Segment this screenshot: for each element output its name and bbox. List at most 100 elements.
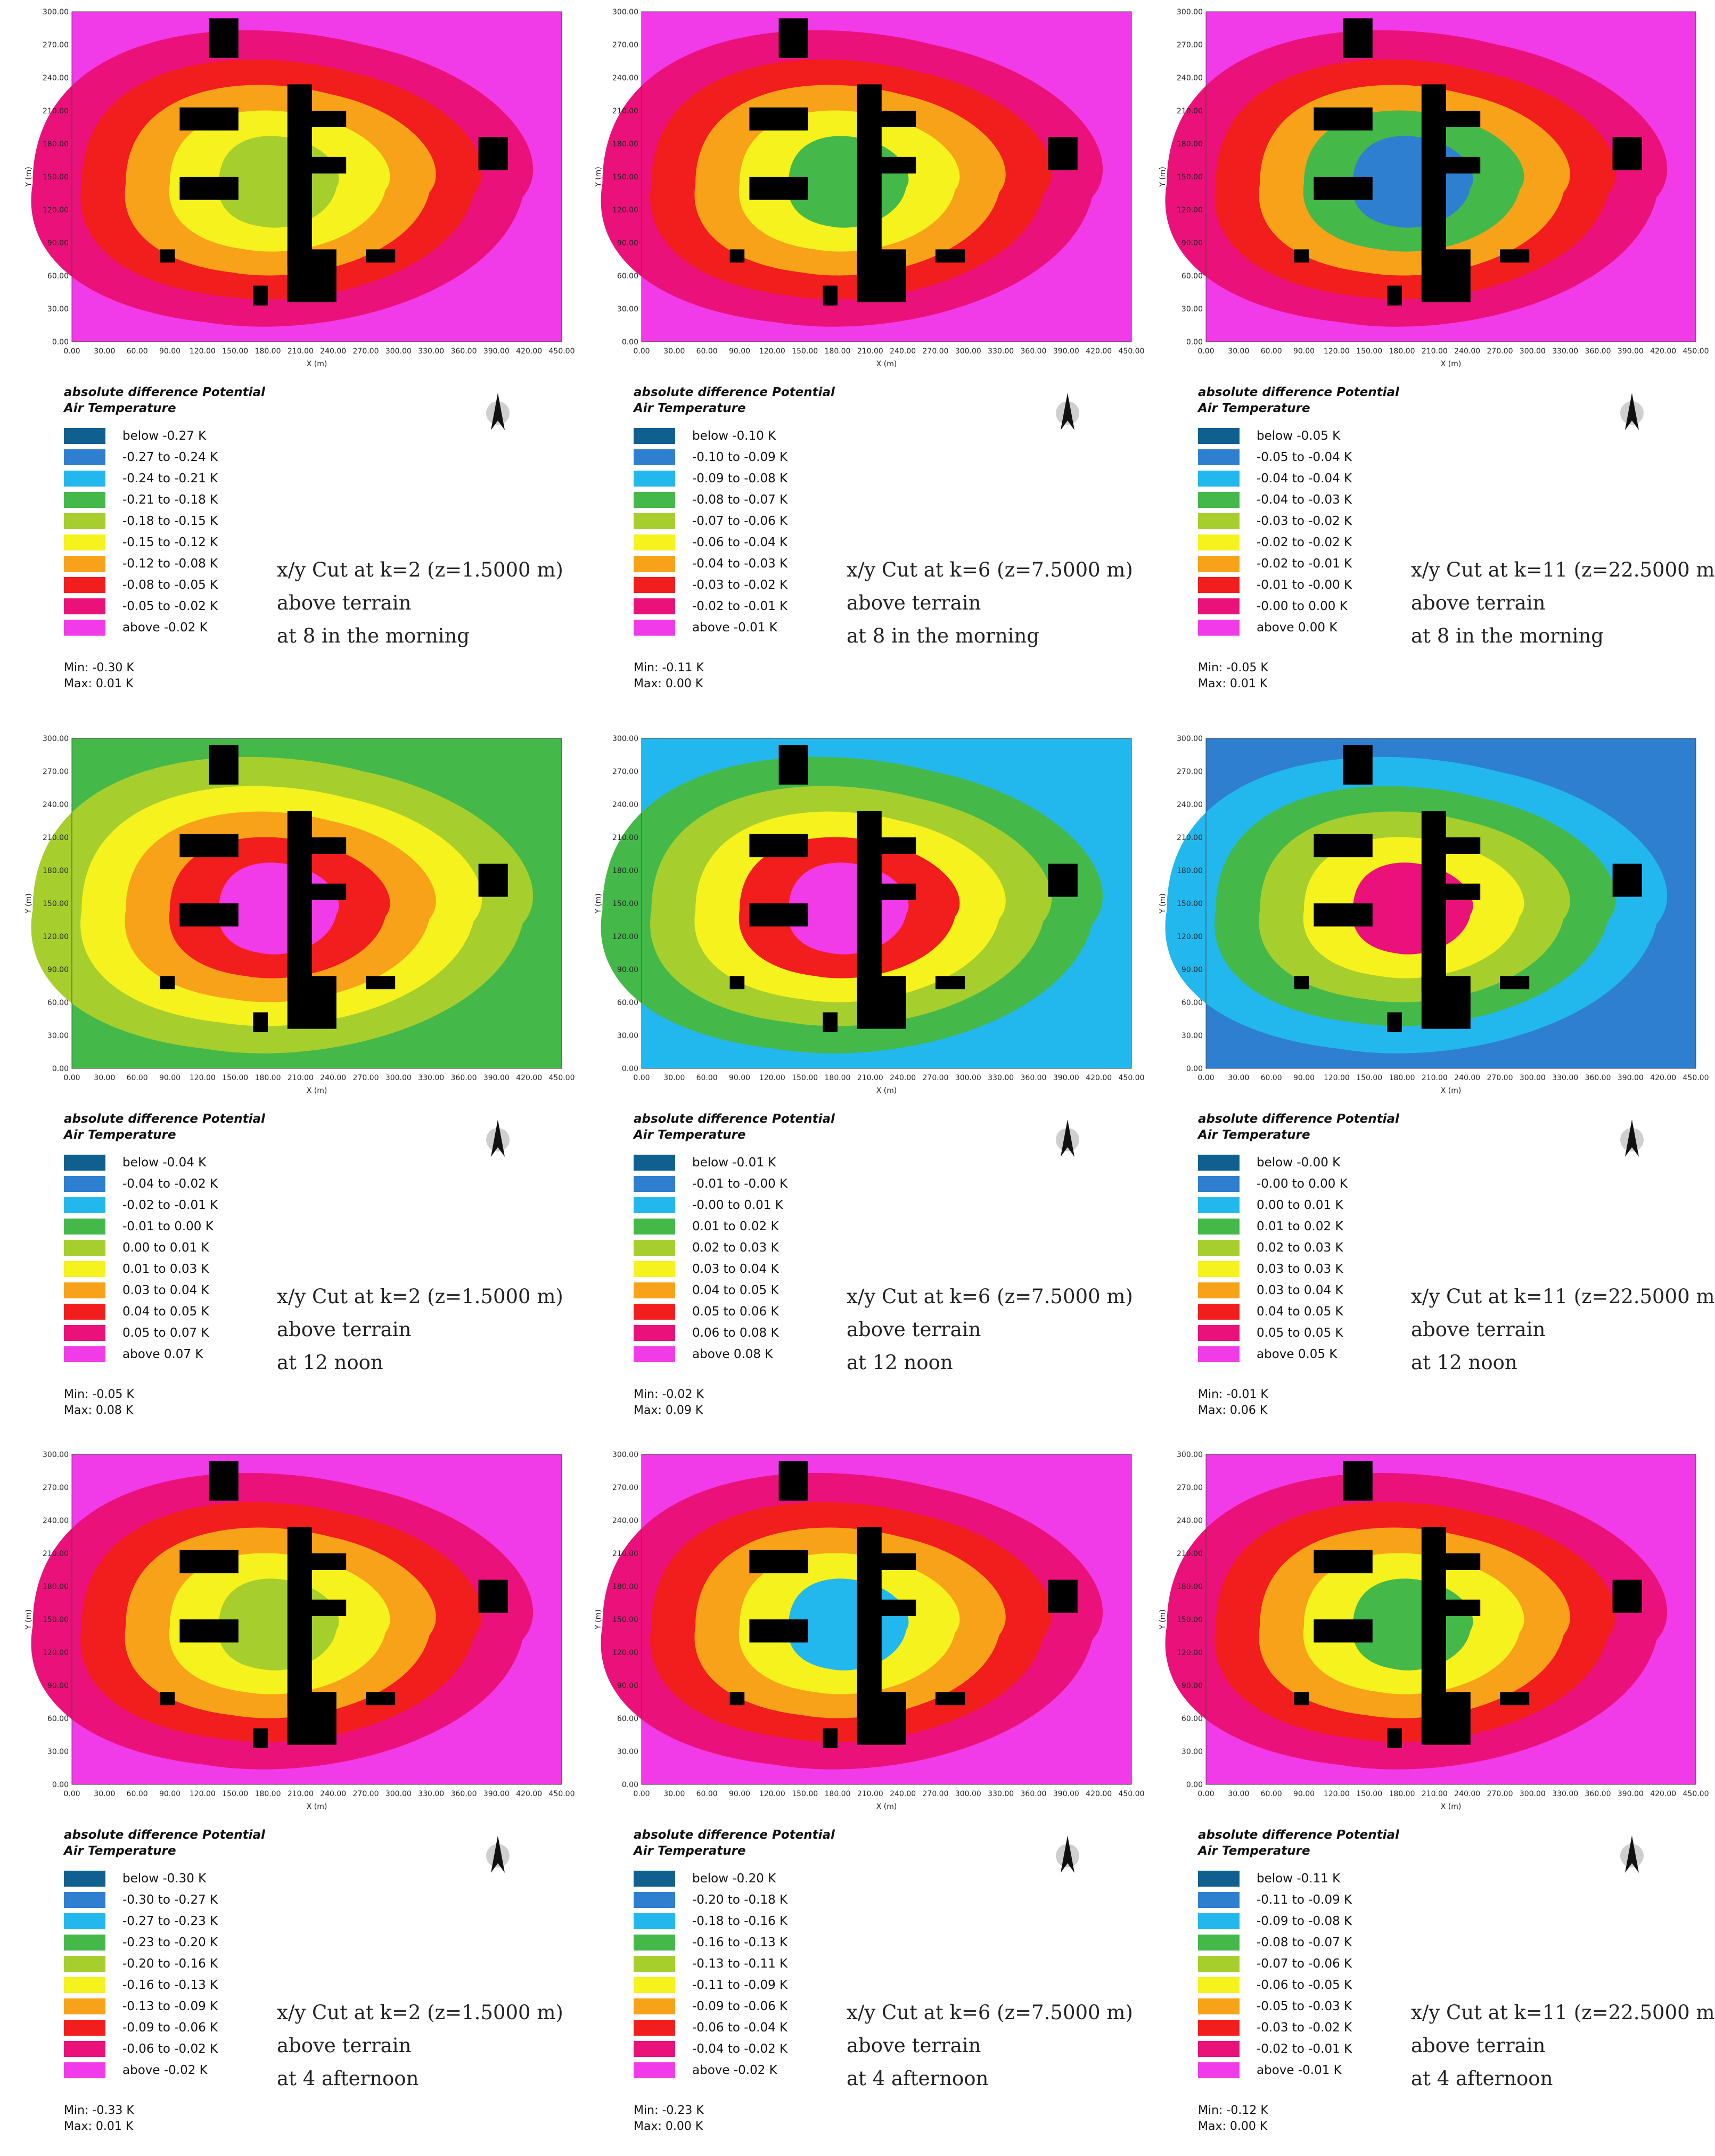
min-max: Min: -0.11 K Max: 0.00 K xyxy=(634,660,704,692)
x-tick-label: 330.00 xyxy=(988,1074,1014,1082)
building-block xyxy=(366,249,396,263)
building-block xyxy=(1441,883,1481,900)
x-tick-label: 420.00 xyxy=(516,1790,542,1798)
legend-label: -0.11 to -0.09 K xyxy=(1257,1893,1352,1907)
legend-title-line1: absolute difference Potential xyxy=(634,1828,835,1842)
x-tick-label: 420.00 xyxy=(516,347,542,356)
y-tick-label: 150.00 xyxy=(43,1616,69,1624)
x-tick-label: 0.00 xyxy=(63,347,80,356)
max-value: Max: 0.08 K xyxy=(64,1404,134,1417)
cut-time: at 12 noon xyxy=(847,1351,953,1374)
building-block xyxy=(1500,249,1530,263)
legend-label: 0.05 to 0.07 K xyxy=(122,1326,209,1340)
legend-swatch xyxy=(1198,1240,1240,1256)
x-tick-label: 0.00 xyxy=(633,1790,650,1798)
result-panel-p1: 0.00 30.00 60.00 90.00 120.00 150.00 180.00 210… xyxy=(21,5,575,713)
x-axis-label: X (m) xyxy=(1441,1803,1462,1811)
plot-frame: 0.00 30.00 60.00 90.00 120.00 150.00 180.00 210… xyxy=(1155,1448,1709,1821)
x-tick-label: 270.00 xyxy=(1487,347,1513,356)
legend-label: -0.02 to -0.01 K xyxy=(1257,557,1352,571)
legend-swatch xyxy=(64,577,105,593)
result-panel-p5: 0.00 30.00 60.00 90.00 120.00 150.00 180.00 210… xyxy=(591,732,1145,1440)
building-block xyxy=(1294,976,1309,990)
legend-swatch xyxy=(634,1282,675,1298)
x-tick-label: 0.00 xyxy=(1197,1790,1214,1798)
y-tick-label: 90.00 xyxy=(47,239,69,248)
y-axis-label: Y (m) xyxy=(24,893,33,914)
x-tick-label: 210.00 xyxy=(857,1074,883,1082)
cut-reference: above terrain xyxy=(1411,2034,1546,2057)
building-block xyxy=(287,976,337,1029)
legend-label: 0.05 to 0.05 K xyxy=(1257,1326,1343,1340)
min-value: Min: -0.11 K xyxy=(634,661,704,674)
y-tick-label: 0.00 xyxy=(1186,1065,1203,1073)
x-axis-label: X (m) xyxy=(876,1087,897,1095)
y-tick-label: 120.00 xyxy=(43,206,69,215)
x-tick-label: 90.00 xyxy=(729,347,750,356)
x-tick-label: 150.00 xyxy=(792,1074,818,1082)
legend-swatch xyxy=(1198,471,1240,487)
cut-description: x/y Cut at k=2 (z=1.5000 m) above terrain… xyxy=(277,554,563,653)
legend-swatch xyxy=(1198,1871,1240,1887)
legend-swatch xyxy=(64,598,105,614)
legend-title-line2: Air Temperature xyxy=(634,401,746,415)
contour-field xyxy=(31,12,562,342)
legend-swatch xyxy=(634,2062,675,2078)
legend-label: below -0.20 K xyxy=(692,1872,776,1886)
cut-time: at 8 in the morning xyxy=(1411,624,1604,647)
legend-swatch xyxy=(64,1998,105,2014)
building-block xyxy=(307,1553,347,1570)
y-tick-label: 240.00 xyxy=(612,801,638,809)
legend-swatch xyxy=(634,1155,675,1171)
building-block xyxy=(1500,1692,1530,1706)
building-block xyxy=(1343,745,1373,785)
x-tick-label: 150.00 xyxy=(792,1790,818,1798)
legend-swatch xyxy=(634,1304,675,1320)
y-tick-label: 240.00 xyxy=(43,74,69,83)
x-tick-label: 150.00 xyxy=(222,1790,248,1798)
legend-title-line1: absolute difference Potential xyxy=(1198,1828,1399,1842)
x-tick-label: 300.00 xyxy=(385,1074,412,1082)
legend-title-line1: absolute difference Potential xyxy=(64,1112,265,1126)
x-tick-label: 90.00 xyxy=(729,1074,750,1082)
building-block xyxy=(179,903,239,927)
legend-swatch xyxy=(634,1197,675,1213)
building-block xyxy=(729,1692,745,1706)
x-tick-label: 0.00 xyxy=(63,1790,80,1798)
legend-swatch xyxy=(64,1219,105,1235)
y-tick-label: 270.00 xyxy=(612,1484,638,1492)
legend-label: -0.23 to -0.20 K xyxy=(122,1936,218,1949)
legend-label: -0.06 to -0.05 K xyxy=(1257,1978,1352,1992)
building-block xyxy=(1421,249,1471,302)
x-tick-label: 450.00 xyxy=(549,1790,575,1798)
legend-swatch xyxy=(64,471,105,487)
legend-label: above -0.02 K xyxy=(122,2063,208,2077)
building-block xyxy=(823,285,838,306)
y-tick-label: 180.00 xyxy=(612,1583,638,1591)
legend-title-line2: Air Temperature xyxy=(1198,401,1310,415)
min-value: Min: -0.23 K xyxy=(634,2104,704,2117)
legend-swatch xyxy=(64,428,105,444)
y-tick-label: 60.00 xyxy=(47,1715,69,1723)
legend-label: -0.06 to -0.04 K xyxy=(692,536,788,549)
y-tick-label: 150.00 xyxy=(43,173,69,182)
legend-swatch xyxy=(1198,1956,1240,1972)
y-tick-label: 240.00 xyxy=(1177,74,1203,83)
y-axis-label: Y (m) xyxy=(594,167,603,187)
x-tick-label: 360.00 xyxy=(1021,1074,1047,1082)
legend-label: -0.04 to -0.04 K xyxy=(1257,472,1352,485)
x-tick-label: 120.00 xyxy=(190,1074,216,1082)
legend-swatch xyxy=(634,1935,675,1951)
x-tick-label: 180.00 xyxy=(1389,1790,1415,1798)
y-tick-label: 180.00 xyxy=(612,140,638,149)
plot-frame: 0.00 30.00 60.00 90.00 120.00 150.00 180.00 210… xyxy=(1155,5,1709,378)
cut-description: x/y Cut at k=11 (z=22.5000 m) above terra… xyxy=(1411,1280,1715,1379)
north-arrow-icon xyxy=(1620,1836,1644,1873)
legend-swatch xyxy=(1198,1977,1240,1993)
north-arrow-icon xyxy=(1620,393,1644,430)
x-tick-label: 210.00 xyxy=(857,347,883,356)
legend-label: 0.01 to 0.03 K xyxy=(122,1262,209,1276)
building-block xyxy=(936,976,965,990)
cut-level: x/y Cut at k=6 (z=7.5000 m) xyxy=(847,558,1133,581)
min-value: Min: -0.01 K xyxy=(1198,1388,1268,1401)
